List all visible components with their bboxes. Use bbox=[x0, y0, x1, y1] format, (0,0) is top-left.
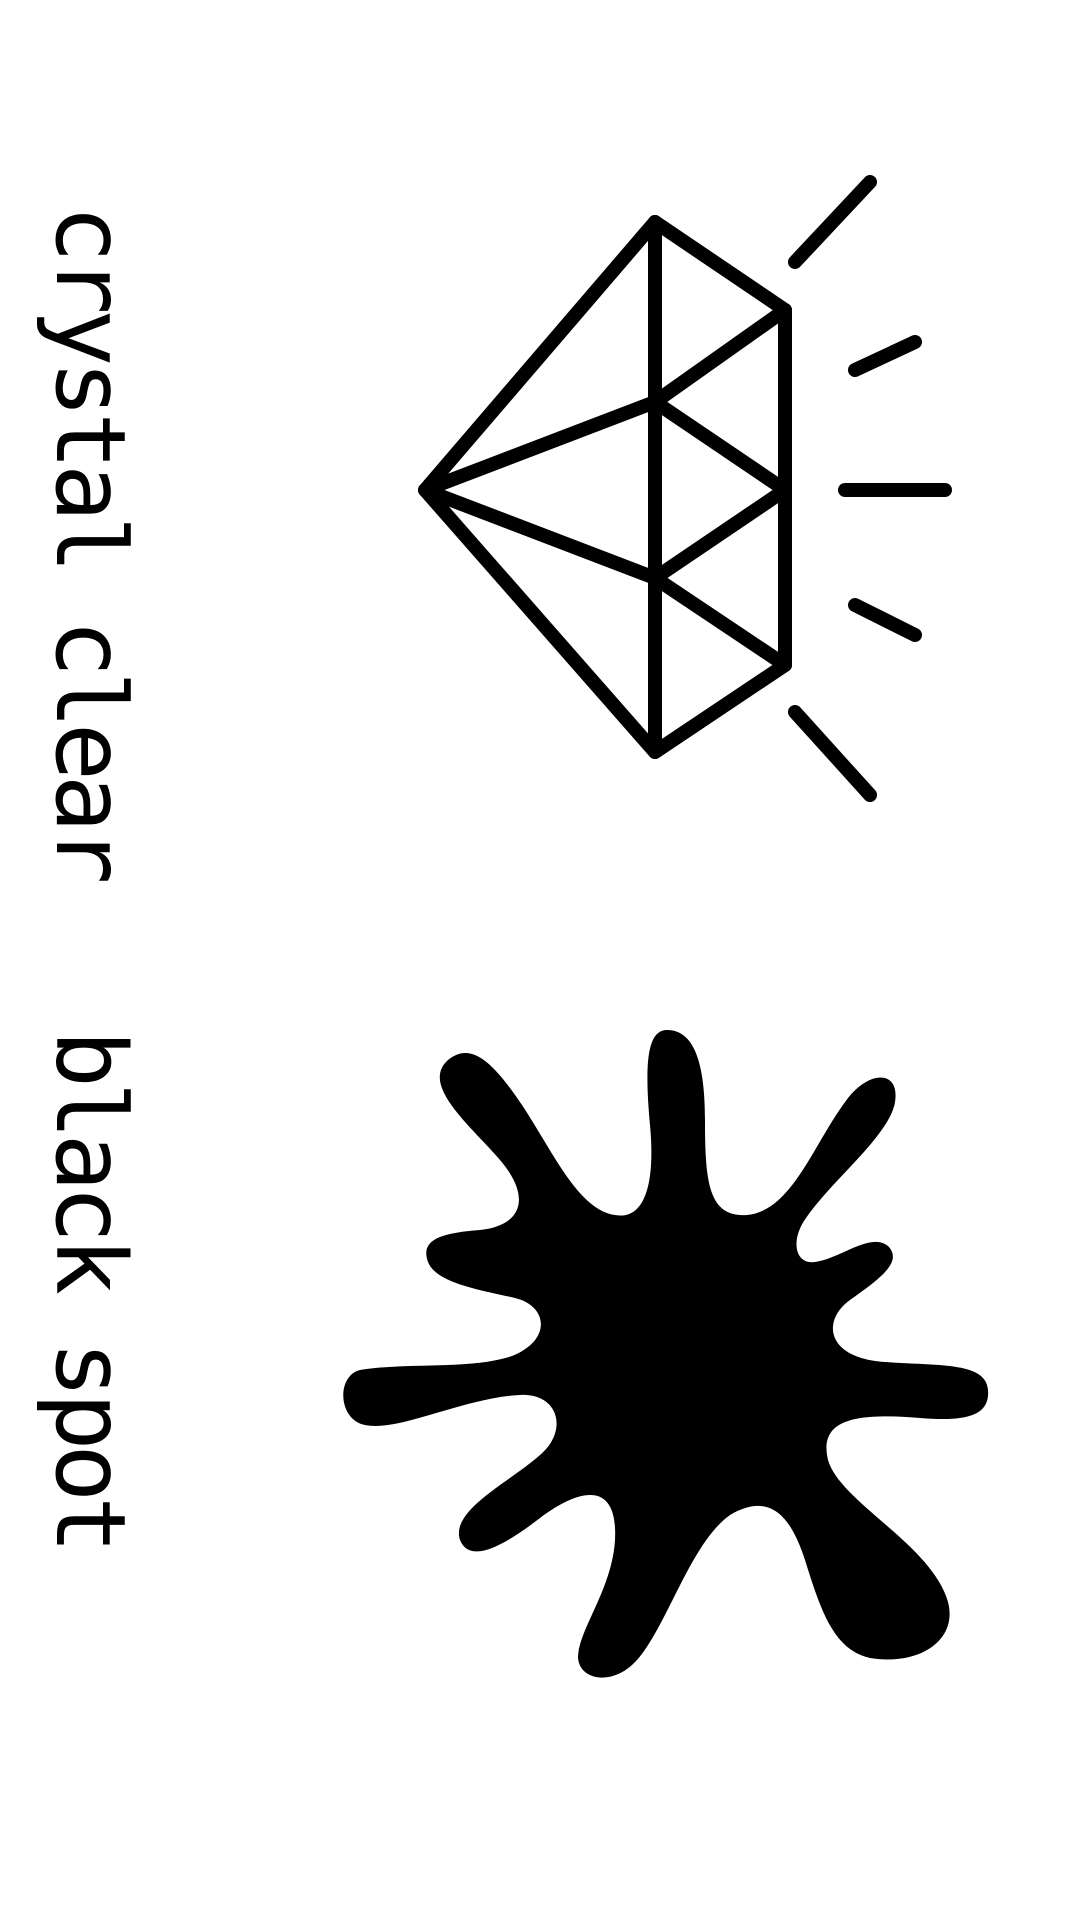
sparkle-lines bbox=[788, 175, 952, 802]
caption-crystal-clear: crystal clear bbox=[34, 205, 146, 879]
crystal-diamond-icon bbox=[418, 215, 792, 759]
caption-black-spot: black spot bbox=[34, 1030, 146, 1548]
ink-splat-icon bbox=[343, 1030, 989, 1678]
